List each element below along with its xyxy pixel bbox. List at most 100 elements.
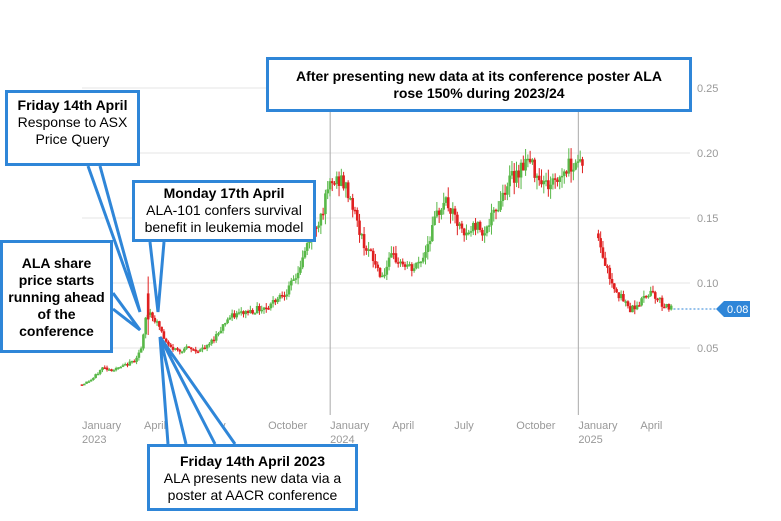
- candle-down: [394, 253, 398, 263]
- candle-down: [628, 306, 632, 313]
- candle-up: [210, 339, 213, 344]
- candle-down: [267, 308, 270, 310]
- candle-up: [567, 158, 571, 174]
- candle-up: [224, 323, 227, 325]
- candle-up: [506, 186, 509, 195]
- candle-up: [499, 200, 502, 210]
- candle-up: [535, 175, 539, 178]
- candle-up: [221, 324, 225, 331]
- candle-down: [462, 228, 466, 236]
- candle-down: [133, 361, 136, 363]
- candle-up: [317, 225, 320, 228]
- candle-up: [262, 307, 266, 310]
- candle-up: [442, 202, 445, 210]
- candle-down: [437, 210, 441, 215]
- candle-up: [424, 252, 427, 258]
- candle-down: [283, 295, 286, 297]
- x-tick-year-label: 2025: [578, 434, 602, 446]
- candle-down: [547, 180, 550, 190]
- candle-down: [617, 292, 621, 299]
- y-axis: 0.05 0.10 0.15 0.20 0.25: [697, 83, 718, 355]
- callout-monday-line1: ALA-101 confers survival: [146, 202, 302, 218]
- candle-up: [412, 268, 416, 271]
- candle-down: [160, 326, 163, 332]
- candle-up: [326, 189, 329, 194]
- candle-down: [321, 213, 325, 216]
- candle-up: [572, 169, 575, 172]
- candle-down: [540, 180, 543, 185]
- candle-up: [458, 223, 461, 226]
- candle-up: [483, 233, 486, 236]
- candle-down: [503, 192, 507, 195]
- callout-left-line3: running ahead: [8, 289, 105, 305]
- x-tick-label: January: [82, 420, 122, 432]
- candle-down: [533, 159, 536, 178]
- candle-down: [162, 331, 166, 339]
- candle-up: [144, 317, 147, 335]
- candle-up: [89, 379, 93, 382]
- x-tick-label: October: [516, 420, 555, 432]
- candle-up: [92, 377, 95, 380]
- candle-down: [80, 384, 84, 386]
- candle-down: [105, 367, 109, 370]
- candle-up: [119, 366, 122, 369]
- last-price-label: 0.08: [727, 304, 748, 316]
- x-tick-label: April: [640, 420, 662, 432]
- candle-up: [451, 208, 455, 214]
- candle-down: [517, 170, 521, 178]
- candle-down: [346, 182, 350, 199]
- candle-up: [98, 370, 102, 374]
- candle-up: [635, 305, 639, 310]
- aacr-pointer-b: [158, 336, 237, 445]
- candle-down: [194, 349, 198, 352]
- candle-down: [251, 310, 254, 314]
- candle-up: [142, 334, 145, 349]
- candle-down: [453, 208, 457, 215]
- x-tick-label: April: [392, 420, 414, 432]
- candle-up: [399, 261, 402, 264]
- candle-up: [624, 301, 627, 303]
- candle-down: [167, 341, 170, 345]
- candle-down: [258, 305, 261, 311]
- candle-up: [276, 298, 279, 303]
- candle-up: [469, 231, 473, 233]
- callout-monday-leukemia: Monday 17th April ALA-101 confers surviv…: [132, 180, 316, 242]
- candle-up: [619, 294, 623, 299]
- candle-up: [244, 311, 248, 315]
- candle-up: [558, 177, 562, 182]
- y-tick-label: 0.25: [697, 83, 718, 95]
- candlestick-series: [80, 148, 673, 386]
- candle-up: [435, 210, 439, 217]
- candle-up: [544, 180, 548, 182]
- candle-down: [449, 208, 452, 214]
- candle-down: [474, 223, 477, 230]
- candle-up: [658, 297, 662, 300]
- candle-up: [303, 250, 307, 258]
- candle-up: [87, 381, 91, 383]
- candle-down: [333, 183, 336, 185]
- candle-up: [198, 349, 202, 352]
- candle-down: [342, 175, 345, 189]
- candle-up: [419, 261, 423, 264]
- candle-down: [553, 178, 557, 180]
- candle-down: [597, 233, 600, 239]
- callout-top-line1: After presenting new data at its confere…: [296, 68, 662, 84]
- x-tick-year-label: 2023: [82, 434, 106, 446]
- monday-pointer: [148, 241, 166, 313]
- candle-down: [401, 261, 405, 265]
- y-tick-label: 0.20: [697, 148, 718, 160]
- candle-up: [128, 361, 132, 366]
- last-price-tag: 0.08: [673, 301, 750, 317]
- callout-bottom-line2: poster at AACR conference: [167, 487, 338, 503]
- candle-up: [94, 374, 97, 378]
- candle-up: [444, 197, 448, 203]
- candle-up: [385, 266, 389, 275]
- candle-down: [187, 346, 191, 348]
- candle-up: [344, 182, 348, 189]
- candle-up: [299, 267, 302, 273]
- candle-down: [369, 249, 373, 251]
- candle-down: [264, 307, 268, 310]
- candle-down: [446, 197, 450, 209]
- candle-up: [308, 241, 311, 244]
- callout-top-line2: rose 150% during 2023/24: [393, 85, 565, 101]
